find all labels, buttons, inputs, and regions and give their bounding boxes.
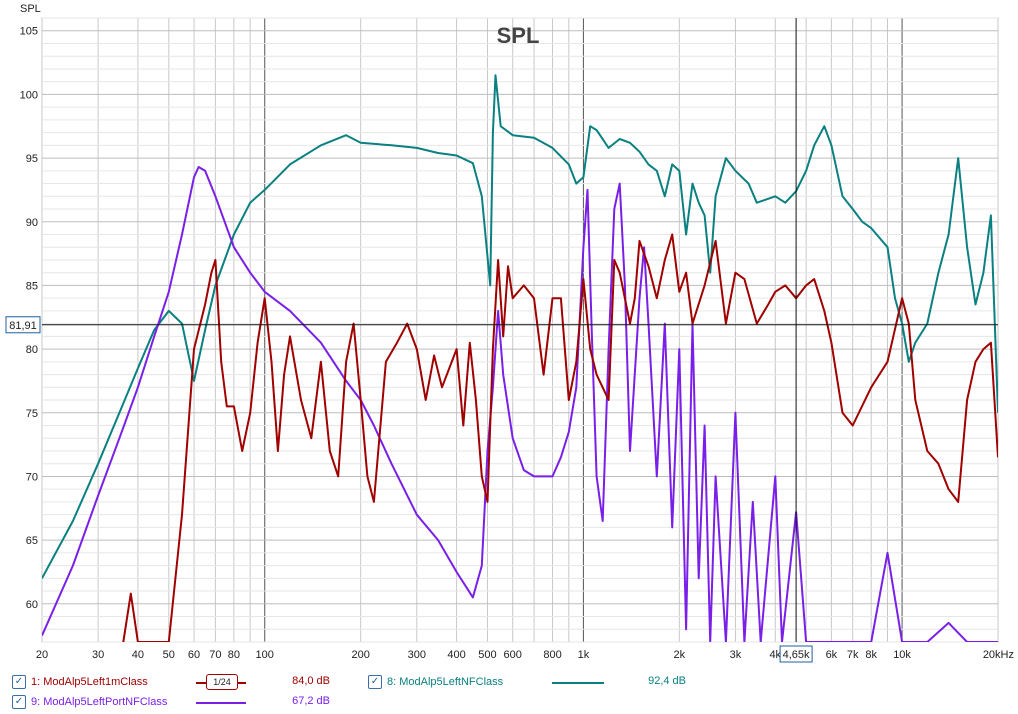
x-axis-ticks: 20 30 40 50 60 70 80 100 200 300 400 500 600 800 1k 2k 3… [36, 649, 1014, 661]
x-tick-label: 10k [893, 649, 911, 661]
x-tick-label: 8k [865, 649, 877, 661]
x-tick-label: 200 [351, 649, 369, 661]
x-tick-label: 600 [504, 649, 522, 661]
x-tick-label: 40 [132, 649, 144, 661]
x-tick-label: 100 [256, 649, 274, 661]
legend-value-series-8: 92,4 dB [648, 675, 686, 687]
legend: ✓ 1: ModAlp5Left1mClass 84,0 dB ✓ 8: Mod… [0, 670, 1018, 714]
x-tick-label: 800 [543, 649, 561, 661]
y-tick-label: 105 [20, 26, 38, 38]
x-tick-label: 60 [188, 649, 200, 661]
y-tick-label: 100 [20, 89, 38, 101]
checkbox-icon[interactable]: ✓ [368, 675, 382, 689]
x-tick-label: 7k [847, 649, 859, 661]
legend-item-series-9[interactable]: ✓ 9: ModAlp5LeftPortNFClass [12, 694, 167, 710]
y-axis-label: SPL [20, 3, 41, 15]
y-axis-ticks: 60 65 70 75 80 85 90 95 100 105 [20, 26, 38, 611]
cursor-y-readout-box [5, 316, 41, 334]
series-line-2 [42, 166, 998, 642]
x-tick-label: 2k [674, 649, 686, 661]
plot-background [41, 17, 999, 643]
legend-label: 8: ModAlp5LeftNFClass [387, 676, 504, 688]
y-tick-label: 90 [26, 217, 38, 229]
y-tick-label: 85 [26, 280, 38, 292]
chart-title: SPL [497, 23, 540, 48]
cursor-x-readout-box [779, 645, 813, 663]
x-tick-label: 300 [408, 649, 426, 661]
x-tick-label: 3k [730, 649, 742, 661]
checkbox-icon[interactable]: ✓ [12, 695, 26, 709]
legend-label: 1: ModAlp5Left1mClass [31, 676, 148, 688]
legend-line-series-9 [196, 702, 246, 704]
x-tick-label: 6k [826, 649, 838, 661]
legend-value-series-9: 67,2 dB [292, 695, 330, 707]
x-tick-label: 50 [163, 649, 175, 661]
x-tick-label: 20 [36, 649, 48, 661]
x-tick-label: 400 [447, 649, 465, 661]
x-tick-label: 4k [769, 649, 781, 661]
spl-chart[interactable]: 20 30 40 50 60 70 80 100 200 300 400 500 600 800 1k 2k 3… [0, 0, 1018, 670]
y-tick-label: 70 [26, 471, 38, 483]
cursor-y-readout: 81,91 [9, 320, 37, 332]
legend-line-series-8 [552, 682, 604, 684]
x-tick-label: 500 [478, 649, 496, 661]
y-tick-label: 95 [26, 153, 38, 165]
x-tick-label: 1k [578, 649, 590, 661]
y-tick-label: 75 [26, 408, 38, 420]
legend-item-series-8[interactable]: ✓ 8: ModAlp5LeftNFClass [368, 674, 503, 690]
x-tick-label: 30 [92, 649, 104, 661]
legend-value-series-1: 84,0 dB [292, 675, 330, 687]
x-tick-label: 70 [209, 649, 221, 661]
y-tick-label: 80 [26, 344, 38, 356]
series-line-3 [122, 233, 998, 642]
smoothing-badge[interactable]: 1/24 [206, 674, 238, 690]
checkbox-icon[interactable]: ✓ [12, 675, 26, 689]
x-tick-label: 20kHz [983, 649, 1014, 661]
legend-item-series-1[interactable]: ✓ 1: ModAlp5Left1mClass [12, 674, 148, 690]
legend-label: 9: ModAlp5LeftPortNFClass [31, 696, 168, 708]
cursor-x-readout: 4,65k [783, 649, 810, 661]
x-tick-label: 80 [228, 649, 240, 661]
cursor-crosshair[interactable]: 81,91 4,65k [5, 18, 998, 663]
series-group [42, 74, 998, 642]
y-tick-label: 65 [26, 535, 38, 547]
series-line-1 [42, 74, 998, 579]
y-tick-label: 60 [26, 599, 38, 611]
grid-lines [41, 17, 999, 643]
